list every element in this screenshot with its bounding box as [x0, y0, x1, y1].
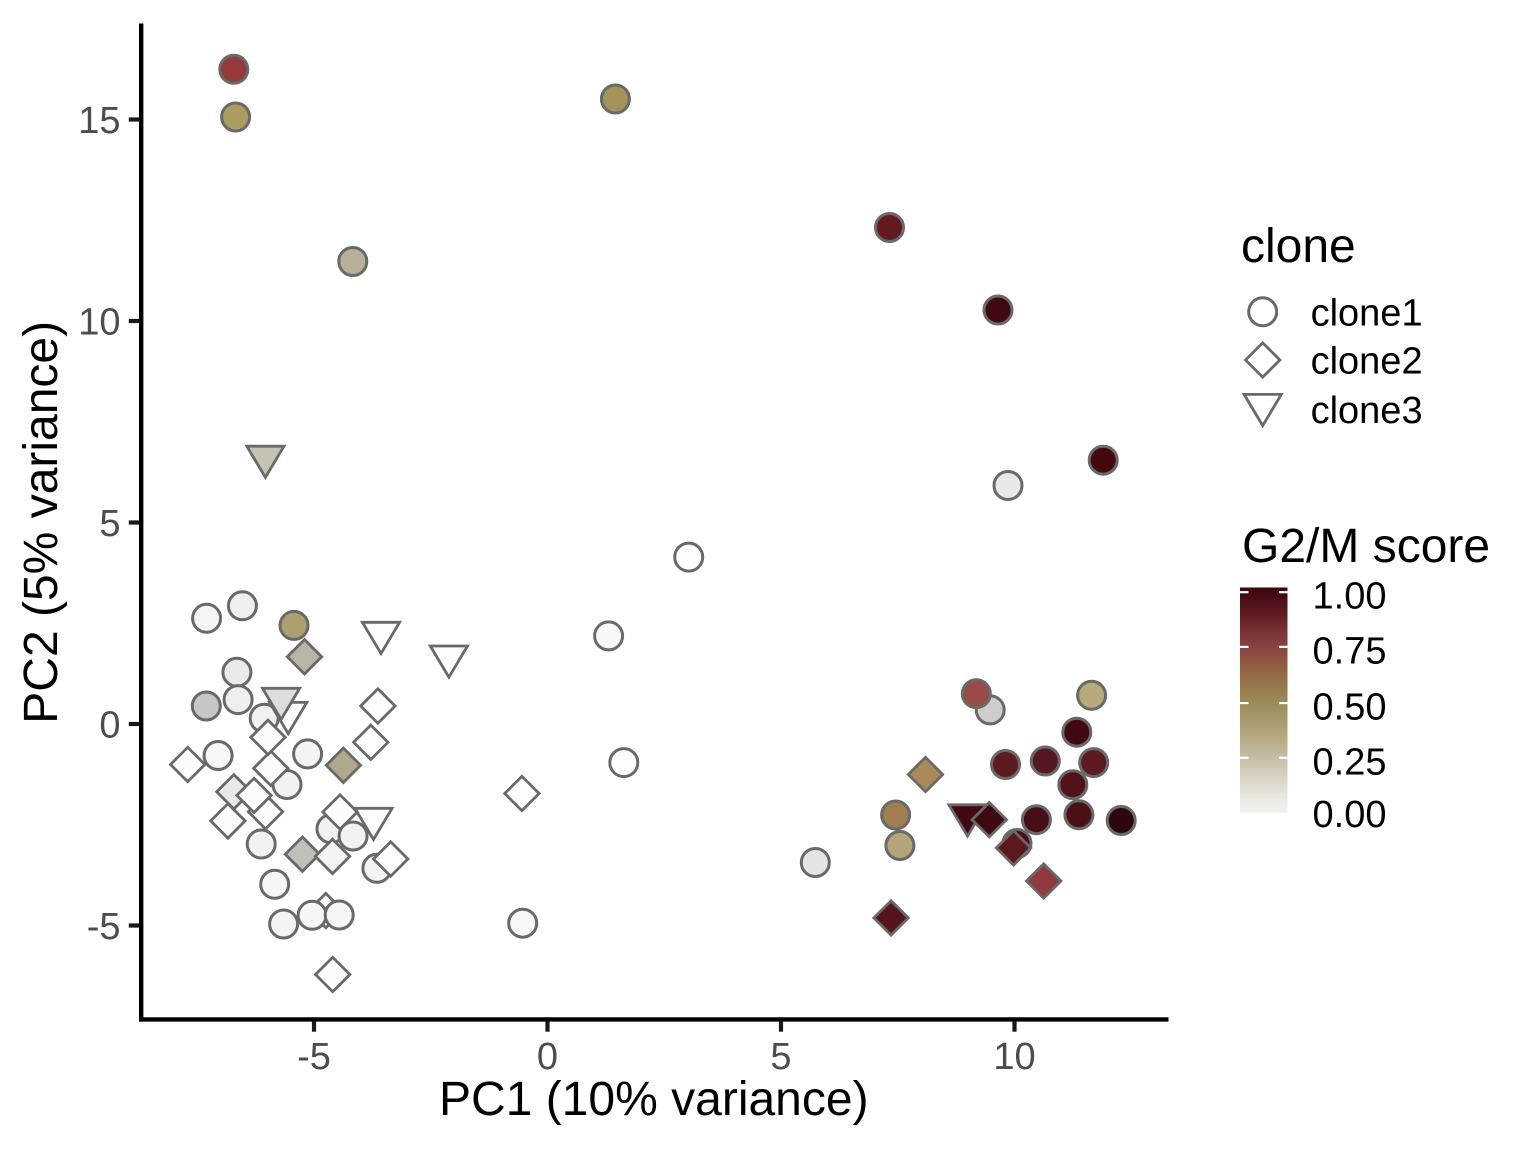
svg-text:clone3: clone3	[1311, 390, 1423, 432]
svg-text:0: 0	[99, 705, 120, 747]
svg-text:5: 5	[770, 1036, 791, 1078]
svg-text:0.25: 0.25	[1313, 741, 1387, 783]
svg-text:G2/M score: G2/M score	[1242, 520, 1490, 573]
svg-text:clone: clone	[1241, 220, 1356, 273]
svg-text:clone2: clone2	[1311, 341, 1423, 383]
svg-text:1.00: 1.00	[1313, 576, 1387, 618]
svg-text:clone1: clone1	[1311, 292, 1423, 334]
svg-text:0: 0	[537, 1036, 558, 1078]
svg-text:5: 5	[99, 503, 120, 545]
svg-text:15: 15	[78, 100, 120, 142]
svg-text:10: 10	[993, 1036, 1035, 1078]
svg-text:0.75: 0.75	[1313, 630, 1387, 672]
svg-text:0.00: 0.00	[1313, 794, 1387, 836]
svg-text:-5: -5	[87, 906, 121, 948]
svg-text:PC1 (10% variance): PC1 (10% variance)	[439, 1073, 869, 1126]
svg-text:10: 10	[78, 302, 120, 344]
svg-text:PC2 (5% variance): PC2 (5% variance)	[15, 321, 68, 724]
svg-text:-5: -5	[297, 1036, 331, 1078]
svg-text:0.50: 0.50	[1313, 687, 1387, 729]
